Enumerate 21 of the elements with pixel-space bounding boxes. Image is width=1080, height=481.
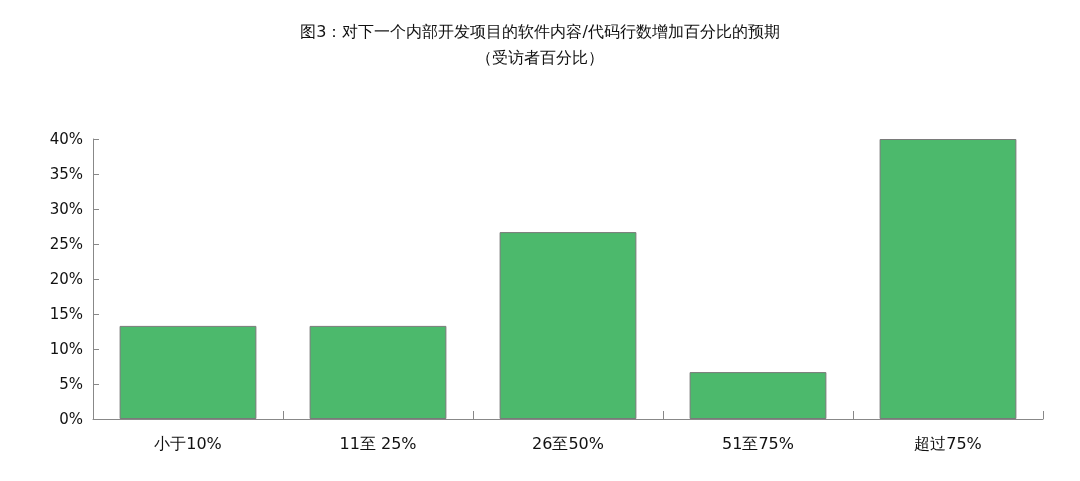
bar xyxy=(879,139,1017,419)
x-tick-label: 26至50% xyxy=(532,433,604,453)
x-tick-label: 11至 25% xyxy=(339,433,417,453)
chart-title: 图3：对下一个内部开发项目的软件内容/代码行数增加百分比的预期 xyxy=(300,21,780,41)
y-tick-label: 35% xyxy=(49,165,83,183)
y-tick-label: 40% xyxy=(49,130,83,148)
y-tick-label: 0% xyxy=(59,410,83,428)
bar xyxy=(689,372,827,419)
x-tick-label: 小于10% xyxy=(154,433,222,453)
y-tick-label: 5% xyxy=(59,375,83,393)
x-tick-label: 51至75% xyxy=(722,433,794,453)
bar xyxy=(119,325,257,419)
y-tick-label: 10% xyxy=(49,340,83,358)
bar xyxy=(499,232,637,419)
x-tick-label: 超过75% xyxy=(914,433,982,453)
chart-subtitle: （受访者百分比） xyxy=(476,47,604,67)
bar xyxy=(309,325,447,419)
y-tick-label: 30% xyxy=(49,200,83,218)
y-tick-label: 15% xyxy=(49,305,83,323)
y-tick-label: 25% xyxy=(49,235,83,253)
y-tick-label: 20% xyxy=(49,270,83,288)
